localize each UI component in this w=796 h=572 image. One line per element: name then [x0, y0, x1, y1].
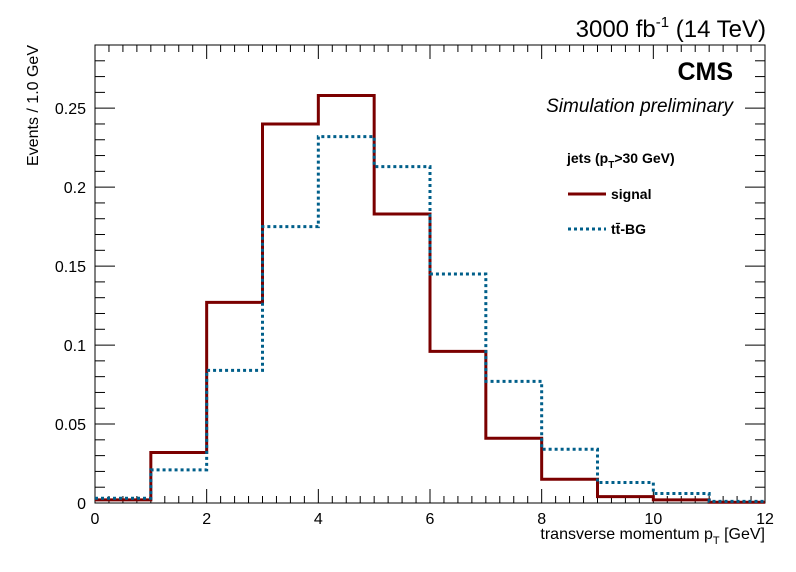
x-tick-label: 4	[314, 511, 323, 528]
y-tick-label: 0.15	[55, 259, 86, 276]
x-tick-label: 12	[756, 511, 774, 528]
experiment-label: CMS	[677, 58, 733, 86]
histogram-series	[95, 94, 765, 504]
lumi-label: 3000 fb-1 (14 TeV)	[576, 14, 766, 43]
y-tick-label: 0.05	[55, 417, 86, 434]
legend: jets (pT>30 GeV) signal tt̄-BG	[566, 150, 675, 237]
x-tick-label: 10	[644, 511, 662, 528]
x-axis-title: transverse momentum pT [GeV]	[540, 526, 765, 547]
x-tick-label: 2	[202, 511, 211, 528]
y-tick-labels: 0 0.05 0.1 0.15 0.2 0.25	[55, 101, 86, 513]
x-tick-label: 6	[426, 511, 435, 528]
legend-header: jets (pT>30 GeV)	[566, 150, 675, 171]
lumi-value: 3000 fb	[576, 16, 656, 43]
x-axis-title-main: transverse momentum p	[540, 526, 713, 543]
x-tick-label: 8	[537, 511, 546, 528]
y-tick-label: 0.25	[55, 101, 86, 118]
legend-header-post: >30 GeV)	[614, 150, 674, 166]
legend-header-sub: T	[608, 160, 614, 171]
y-tick-label: 0.2	[64, 180, 86, 197]
lumi-exponent: -1	[656, 14, 669, 31]
x-axis-title-sub: T	[713, 535, 720, 547]
axis-ticks	[94, 45, 766, 504]
histogram-line-signal	[95, 94, 765, 504]
y-tick-label: 0.1	[64, 338, 86, 355]
histogram-line-ttbar	[95, 135, 765, 503]
lumi-energy: (14 TeV)	[669, 16, 766, 43]
y-tick-label: 0	[77, 496, 86, 513]
x-tick-label: 0	[91, 511, 100, 528]
simulation-label: Simulation preliminary	[546, 96, 734, 117]
legend-label-signal: signal	[611, 186, 651, 202]
x-axis-title-unit: [GeV]	[720, 526, 765, 543]
legend-header-pre: jets (p	[566, 150, 608, 166]
y-axis-title: Events / 1.0 GeV	[25, 45, 42, 166]
legend-label-ttbar: tt̄-BG	[611, 221, 646, 237]
x-tick-labels: 0 2 4 6 8 10 12	[91, 511, 774, 528]
